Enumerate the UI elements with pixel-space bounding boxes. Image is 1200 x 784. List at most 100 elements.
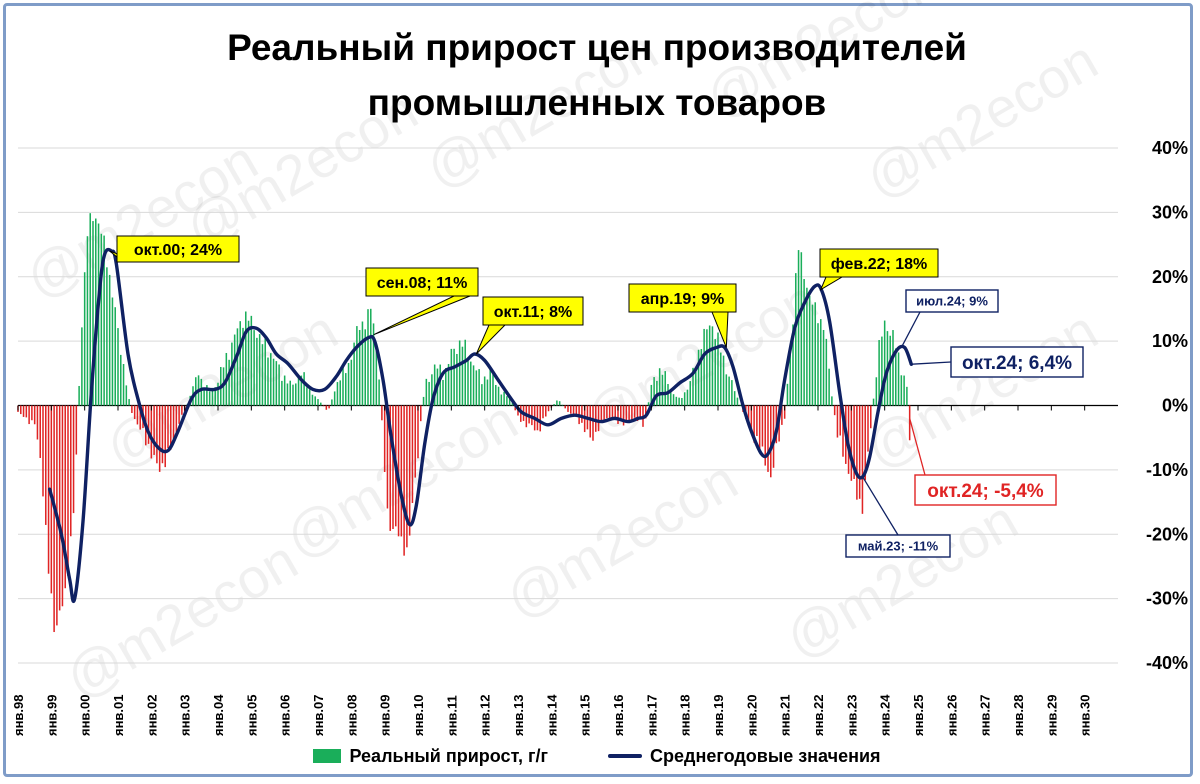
bar [722,355,725,406]
bar [608,405,611,419]
callout-box [482,296,584,326]
bar [206,385,208,406]
bar [383,405,386,473]
bar [725,374,728,406]
bar [664,371,666,406]
bar [286,383,289,406]
bar [750,405,753,432]
bar [678,397,680,406]
bar [800,252,803,406]
bar [470,361,472,406]
callout-pointer [900,311,921,348]
y-tick-label: -40% [1146,653,1188,673]
bar [720,352,722,406]
bar [756,405,758,437]
bar [661,374,664,406]
bar [542,405,544,419]
bar [128,399,130,406]
callout: окт.00; 24% [109,235,240,263]
bar [620,405,622,421]
callout-label: апр.19; 9% [641,291,724,308]
bar [445,368,447,406]
bar [200,378,203,406]
bar-series [17,213,911,633]
bar [425,378,428,406]
bar [861,405,864,514]
bar [553,404,555,406]
bar [214,387,216,406]
bar [333,391,336,406]
callout-box [116,235,240,263]
bar [150,405,153,459]
bar [381,405,383,421]
bar [697,349,700,406]
bar [792,324,794,406]
bar [356,326,358,406]
bar [817,323,819,406]
bar [117,328,119,406]
bar [181,405,183,415]
bar [645,405,647,419]
bar [311,394,314,406]
bar [514,405,516,411]
bar [431,374,433,406]
bar [447,363,450,406]
legend-label-bars: Реальный прирост, г/г [349,745,549,766]
bar [228,359,230,406]
bar [672,394,675,406]
x-tick-label: янв.10 [411,694,426,736]
bar [647,402,650,406]
bar [372,323,375,406]
bar [475,370,478,406]
bar [617,405,619,424]
bar [842,405,844,457]
callout-box [914,474,1057,506]
bar [811,304,814,406]
bar [295,383,297,406]
bar [656,380,658,406]
bar [539,405,541,432]
bar [211,389,214,406]
callout-pointer [475,324,507,355]
bar [139,405,141,430]
callout: фев.22; 18% [819,248,939,291]
callout-pointer [909,361,952,365]
y-tick-label: -20% [1146,524,1188,544]
bar [408,405,411,536]
bar [242,327,244,406]
bar [289,380,291,406]
bar [33,405,36,425]
bar [761,405,764,447]
bar [803,279,805,406]
callout-box [905,289,999,313]
bar [825,338,828,406]
bar [875,377,878,406]
bar [558,401,561,406]
bar [814,302,816,406]
bar [786,383,789,406]
bar [278,364,280,406]
bar [511,402,514,406]
bar [342,365,344,406]
bar [461,346,464,406]
bar [850,405,853,481]
bar [489,369,491,406]
callout: апр.19; 9% [628,283,737,348]
bar [456,353,458,406]
bar [370,308,372,406]
bar [78,385,80,406]
y-tick-label: -10% [1146,460,1188,480]
bar [453,348,455,406]
bar [570,405,572,414]
x-tick-label: янв.06 [278,694,293,736]
bar [36,405,39,440]
bar [264,338,266,406]
x-tick-label: янв.26 [944,694,959,736]
bar [892,330,894,406]
x-tick-label: янв.00 [78,694,93,736]
bar [900,375,903,406]
x-tick-label: янв.16 [611,694,626,736]
x-tick-label: янв.28 [1011,694,1026,736]
bar [695,366,697,406]
bar [231,342,233,406]
